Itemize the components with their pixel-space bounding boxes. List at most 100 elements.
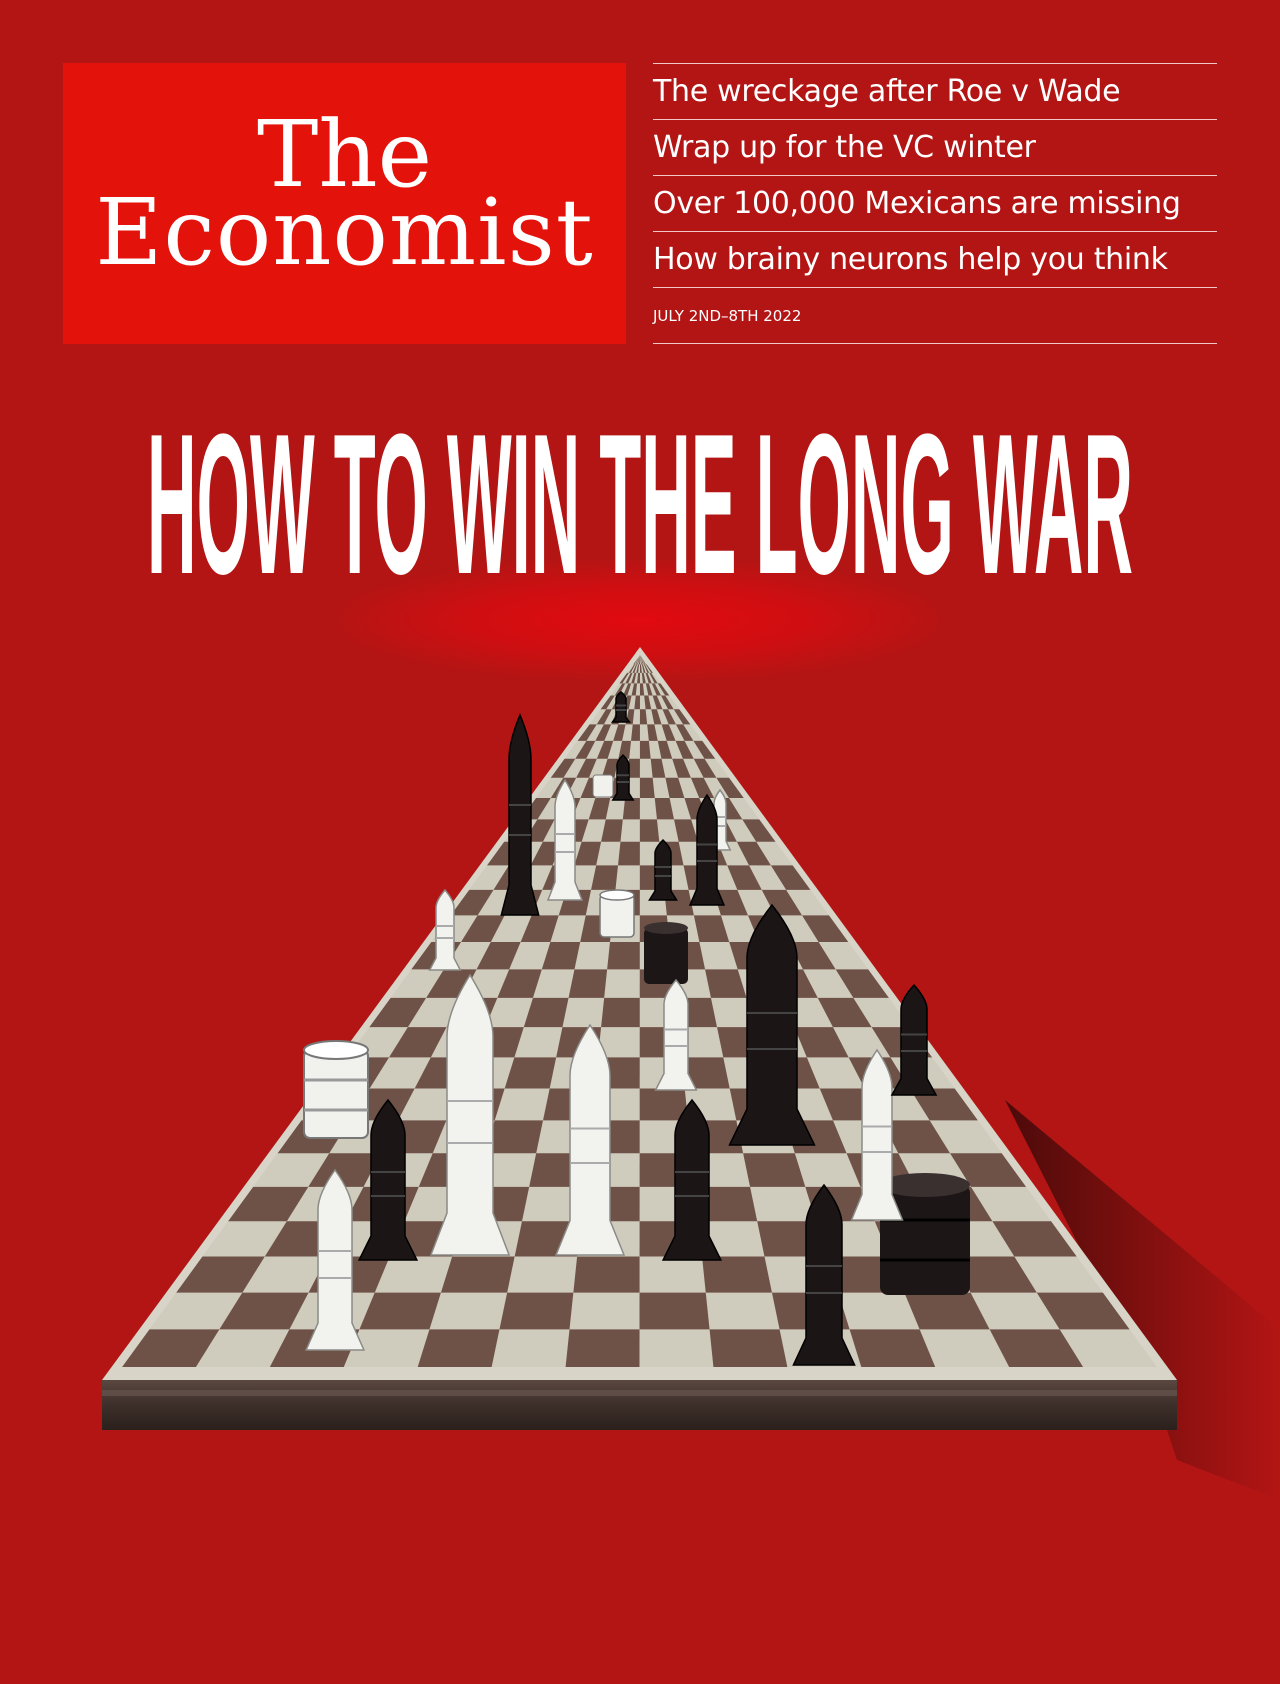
headline-item[interactable]: Wrap up for the VC winter (653, 119, 1217, 175)
dark-square (601, 758, 619, 778)
dark-square (736, 841, 771, 866)
headline-item[interactable]: The wreckage after Roe v Wade (653, 63, 1217, 119)
dark-square (577, 724, 597, 741)
dark-square (565, 1329, 640, 1367)
dark-square (639, 1292, 710, 1330)
dark-square (389, 1027, 447, 1058)
dark-square (674, 819, 699, 842)
dark-square (702, 1256, 772, 1293)
dark-square (770, 865, 811, 890)
dark-square (601, 819, 623, 842)
dark-square (308, 1153, 381, 1187)
dark-square (904, 1292, 990, 1330)
dark-square (440, 1256, 515, 1293)
dark-square (633, 658, 639, 665)
dark-square (595, 724, 612, 741)
logo-line-economist: Economist (95, 179, 594, 286)
dark-square (727, 865, 762, 890)
dark-square (600, 695, 615, 710)
dark-square (672, 758, 691, 778)
dark-square (639, 777, 655, 798)
headline-text: How brainy neurons help you think (653, 242, 1168, 277)
dark-square (675, 724, 694, 741)
dark-square (541, 941, 581, 970)
dark-square (576, 758, 597, 778)
dark-square (618, 841, 640, 866)
dark-square (625, 672, 633, 684)
dark-square (614, 683, 626, 696)
dark-square (661, 724, 676, 741)
dark-square (657, 683, 670, 696)
dark-square (652, 695, 663, 710)
dark-square (645, 664, 653, 673)
economist-logo[interactable]: The Economist (63, 63, 626, 344)
dark-square (835, 969, 889, 998)
dark-square (742, 819, 776, 842)
dark-square (640, 655, 643, 659)
dark-square (639, 740, 651, 759)
dark-square (802, 915, 849, 942)
black-missile (728, 903, 816, 1146)
dark-square (622, 797, 640, 820)
dark-square (950, 1153, 1027, 1187)
dark-square (643, 664, 650, 673)
dark-square (716, 777, 744, 798)
dark-square (596, 709, 612, 725)
dark-square (640, 658, 642, 665)
dark-square (618, 740, 632, 759)
dark-square (989, 1329, 1084, 1367)
dark-square (628, 664, 636, 673)
board-front-edge (102, 1380, 1177, 1430)
black-missile (500, 713, 540, 916)
dark-square (712, 889, 748, 916)
dark-square (228, 1186, 309, 1222)
headline-item[interactable]: How brainy neurons help you think (653, 231, 1217, 287)
dark-square (601, 997, 640, 1028)
headline-text: Wrap up for the VC winter (653, 130, 1036, 165)
dark-square (881, 1120, 951, 1154)
dark-square (675, 740, 694, 759)
dark-square (476, 941, 521, 970)
dark-square (637, 658, 640, 665)
dark-square (631, 683, 638, 696)
dark-square (504, 1057, 557, 1089)
dark-square (639, 1088, 688, 1121)
dark-square (596, 740, 614, 759)
dark-square (484, 1120, 544, 1154)
white-oil-barrel (599, 889, 635, 938)
dark-square (641, 672, 646, 684)
dark-square (574, 841, 602, 866)
dark-square (461, 915, 505, 942)
dark-square (951, 1256, 1037, 1293)
white-missile (554, 1023, 626, 1256)
dark-square (650, 758, 666, 778)
dark-square (693, 915, 730, 942)
dark-square (550, 758, 576, 778)
dark-square (909, 1088, 978, 1121)
dark-square (849, 1329, 936, 1367)
dark-square (640, 655, 641, 659)
dark-square (647, 724, 658, 741)
black-missile (661, 1098, 723, 1261)
dark-square (673, 709, 691, 725)
dark-square (122, 1329, 220, 1367)
dark-square (639, 658, 640, 665)
dark-square (641, 658, 646, 665)
black-oil-barrel (880, 1173, 970, 1295)
white-missile (429, 973, 511, 1256)
cover-title-text: HOW TO WIN THE LONG WAR (147, 405, 1133, 595)
white-missile (850, 1048, 904, 1221)
black-missile (610, 691, 632, 723)
chessboard-illustration (102, 647, 1280, 1500)
black-oil-barrel (644, 922, 688, 984)
white-oil-barrel (592, 774, 614, 798)
logo-line-the: The (256, 101, 433, 208)
dark-square (794, 1027, 849, 1058)
dark-square (573, 1256, 640, 1293)
cover-title: HOW TO WIN THE LONG WAR (147, 405, 1133, 595)
black-missile (890, 983, 938, 1096)
dark-square (499, 1292, 574, 1330)
headline-item[interactable]: Over 100,000 Mexicans are missing (653, 175, 1217, 231)
dark-square (450, 889, 494, 916)
dark-square (649, 672, 658, 684)
